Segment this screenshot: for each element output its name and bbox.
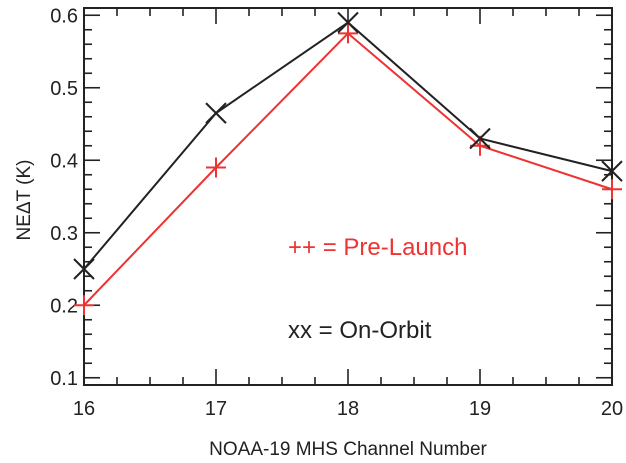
series-line-on-orbit xyxy=(83,21,613,270)
x-axis-label: NOAA-19 MHS Channel Number xyxy=(209,439,487,460)
plus-marker xyxy=(602,179,622,200)
x-tick-label: 18 xyxy=(337,398,359,420)
x-marker xyxy=(601,160,623,182)
x-marker-stroke xyxy=(205,102,227,124)
y-tick-label: 0.1 xyxy=(50,368,78,390)
annotation-on-orbit: xx = On-Orbit xyxy=(288,317,432,344)
y-axis-label: NEΔT (K) xyxy=(14,160,35,241)
series-lines xyxy=(83,21,613,306)
x-tick-label: 20 xyxy=(601,398,623,420)
series-markers xyxy=(73,11,623,316)
x-tick-label: 17 xyxy=(205,398,227,420)
x-tick-labels: 16 17 18 19 20 xyxy=(73,398,623,420)
x-marker-stroke xyxy=(73,258,95,280)
series-line-pre-launch xyxy=(83,32,613,306)
y-tick-labels: 0.1 0.2 0.3 0.4 0.5 0.6 xyxy=(50,5,78,390)
x-tick-label: 16 xyxy=(73,398,95,420)
plus-marker xyxy=(338,23,358,44)
x-tick-label: 19 xyxy=(469,398,491,420)
plus-marker xyxy=(74,295,94,316)
y-tick-label: 0.6 xyxy=(50,5,78,27)
x-marker xyxy=(205,102,227,124)
x-marker xyxy=(469,127,491,150)
y-tick-label: 0.2 xyxy=(50,295,78,317)
y-tick-label: 0.4 xyxy=(50,150,78,172)
x-marker-stroke xyxy=(337,11,359,34)
y-tick-label: 0.3 xyxy=(50,223,78,245)
tick-marks xyxy=(83,8,613,385)
plus-marker xyxy=(206,157,226,178)
x-marker xyxy=(73,258,95,280)
x-marker-stroke xyxy=(469,127,491,150)
x-marker xyxy=(337,11,359,34)
y-tick-label: 0.5 xyxy=(50,78,78,100)
annotation-pre-launch: ++ = Pre-Launch xyxy=(288,234,467,261)
x-marker-stroke xyxy=(601,160,623,182)
